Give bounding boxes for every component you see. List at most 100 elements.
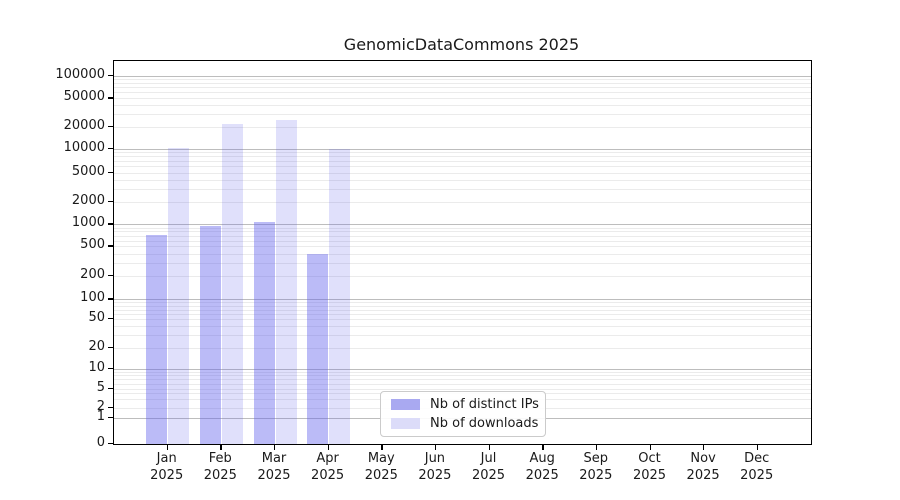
chart-title: GenomicDataCommons 2025 [343,35,580,54]
y-tick-label: 2000 [71,192,105,208]
x-tick-label-month: Nov [690,451,716,466]
gridline [114,172,811,174]
y-tick-label: 10 [88,359,105,375]
y-tick-label: 50 [88,310,105,326]
y-tick-mark [108,346,113,348]
y-tick-mark [108,406,113,408]
y-tick-mark [108,147,113,150]
x-tick-label-year: 2025 [311,468,345,483]
gridline [114,231,811,233]
gridline [114,309,811,311]
x-tick-label: Sep 2025 [568,450,624,484]
gridline [114,275,811,277]
y-tick-label: 100000 [55,66,105,82]
x-tick-mark [220,444,222,450]
gridline [114,388,811,390]
x-tick-label: Aug 2025 [514,450,570,484]
x-tick-label-month: Jan [156,451,177,466]
legend-swatch-downloads [391,418,420,429]
x-tick-label-month: Sep [583,451,609,466]
x-tick-label-year: 2025 [686,468,720,483]
y-tick-label: 5000 [71,163,105,179]
x-tick-label: Nov 2025 [675,450,731,484]
gridline [114,375,811,377]
gridline [114,334,811,336]
y-tick-mark [108,200,113,203]
gridline [114,75,811,77]
y-tick-mark [108,223,113,225]
gridline [114,98,811,100]
x-tick-label: Jan 2025 [139,450,195,484]
gridline [114,379,811,380]
x-tick-label-month: Aug [529,451,555,466]
x-tick-label-month: Feb [208,451,232,466]
x-tick-label-year: 2025 [257,468,291,483]
gridline [114,326,811,327]
legend-box: Nb of distinct IPs Nb of downloads [380,391,546,437]
gridline [114,160,811,162]
x-tick-label: May 2025 [353,450,409,484]
x-tick-mark [381,444,383,450]
y-tick-label: 0 [96,435,105,450]
x-tick-label: Jun 2025 [407,450,463,484]
gridline [114,313,811,315]
y-tick-mark [108,125,113,128]
legend-swatch-distinct-ips [391,399,420,410]
y-tick-label: 500 [80,237,105,253]
y-tick-label: 5 [96,379,105,395]
gridline [114,368,811,370]
x-tick-label-year: 2025 [471,468,506,483]
y-tick-label: 1 [96,408,105,424]
x-tick-label-year: 2025 [203,468,237,483]
y-tick-label: 50000 [63,89,105,105]
x-tick-label: Mar 2025 [246,450,302,484]
x-tick-label-month: Oct [638,451,661,466]
x-tick-label-month: Jul [480,451,497,466]
bar-distinct-ips [146,234,168,444]
x-tick-label-year: 2025 [579,468,613,483]
x-tick-mark [274,444,276,450]
x-tick-mark [595,444,598,450]
bar-downloads [329,149,351,444]
gridline [114,305,811,307]
gridline [114,87,811,89]
gridline [114,179,811,181]
y-tick-label: 10000 [63,139,105,155]
gridline [114,148,811,150]
y-tick-label: 1000 [71,215,105,231]
y-tick-label: 20000 [63,117,105,133]
gridline [114,201,811,203]
legend-label-distinct-ips: Nb of distinct IPs [430,397,539,412]
x-tick-label-month: Mar [261,451,287,466]
y-tick-label: 200 [80,266,105,282]
x-tick-mark [756,444,759,450]
y-tick-mark [108,387,113,390]
bar-downloads [275,120,297,444]
y-tick-mark [108,298,113,300]
gridline [114,152,811,154]
y-tick-mark [108,443,113,445]
gridline [114,166,811,168]
legend-label-downloads: Nb of downloads [430,416,539,431]
y-tick-mark [108,318,113,320]
x-tick-label-year: 2025 [150,468,184,483]
gridline [114,114,811,116]
gridline [114,302,811,304]
x-tick-label-month: May [367,451,395,466]
gridline [114,83,811,85]
gridline [114,126,811,128]
x-tick-label: Dec 2025 [729,450,785,484]
y-tick-mark [108,416,113,418]
gridline [114,347,811,349]
y-tick-label: 100 [80,290,105,306]
x-tick-label: Jul 2025 [461,450,517,484]
legend-entry-downloads: Nb of downloads [381,416,545,431]
x-tick-label-year: 2025 [418,468,452,483]
y-tick-mark [108,245,113,247]
x-tick-mark [166,444,169,450]
y-tick-mark [108,367,113,369]
x-tick-label-month: Jun [424,451,446,466]
x-tick-label: Oct 2025 [622,450,678,484]
bar-distinct-ips [199,225,221,444]
